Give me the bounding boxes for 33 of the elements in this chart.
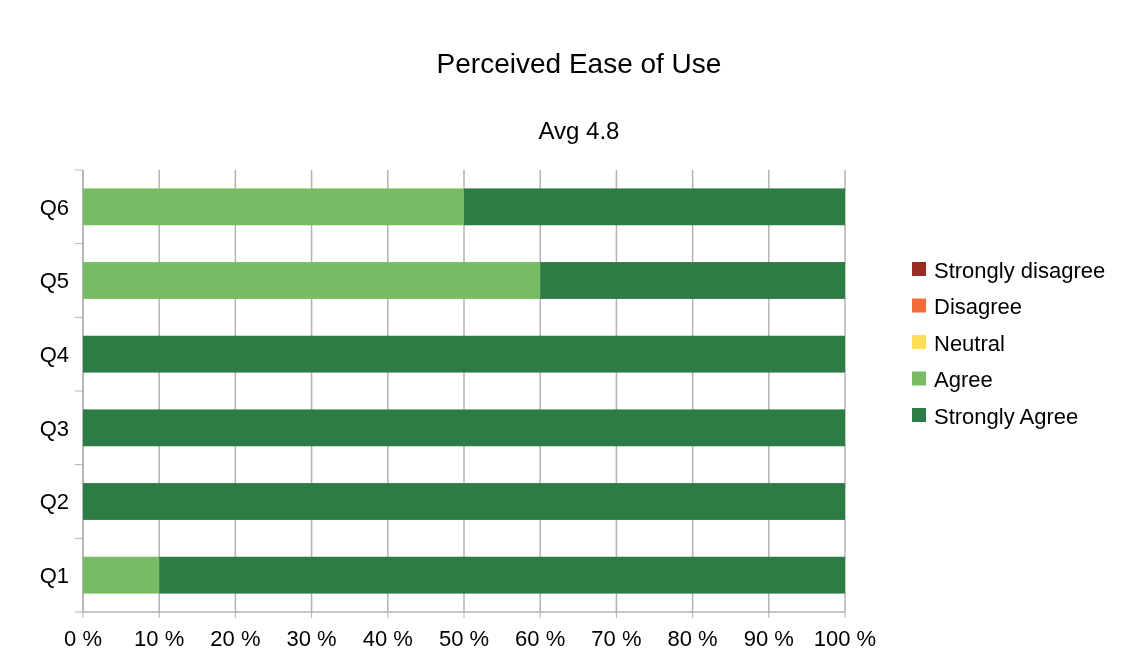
y-tick-label: Q6 — [39, 194, 69, 220]
chart-title: Perceived Ease of Use — [436, 48, 722, 79]
x-tick-label: 40 % — [362, 626, 413, 651]
legend-label: Neutral — [934, 330, 1005, 356]
x-tick-label: 60 % — [515, 626, 566, 651]
bar — [83, 556, 160, 594]
y-tick-label: Q2 — [39, 489, 69, 515]
x-tick-label: 70 % — [591, 626, 642, 651]
bar — [464, 188, 845, 226]
legend-label: Strongly Agree — [934, 403, 1079, 429]
x-tick-label: 30 % — [286, 626, 337, 651]
bar — [83, 335, 845, 373]
bar — [83, 188, 464, 226]
legend-label: Agree — [934, 367, 993, 393]
bar — [83, 483, 845, 520]
x-tick-label: 20 % — [210, 626, 261, 651]
y-tick-label: Q1 — [39, 562, 69, 588]
bar — [540, 262, 845, 299]
x-tick-label: 50 % — [438, 626, 490, 651]
chart-subtitle: Avg 4.8 — [538, 117, 620, 144]
x-tick-label: 80 % — [667, 626, 718, 651]
bar — [159, 556, 845, 594]
x-tick-label: 10 % — [134, 626, 185, 651]
legend-label: Disagree — [934, 294, 1023, 320]
x-tick-label: 0 % — [64, 626, 102, 651]
x-tick-label: 90 % — [743, 626, 794, 651]
y-tick-label: Q5 — [39, 268, 69, 294]
legend-label: Strongly disagree — [934, 257, 1106, 283]
bar — [83, 409, 845, 447]
y-tick-label: Q4 — [39, 341, 69, 367]
y-tick-label: Q3 — [39, 415, 69, 441]
x-tick-label: 100 % — [813, 626, 877, 651]
bar — [83, 262, 541, 299]
